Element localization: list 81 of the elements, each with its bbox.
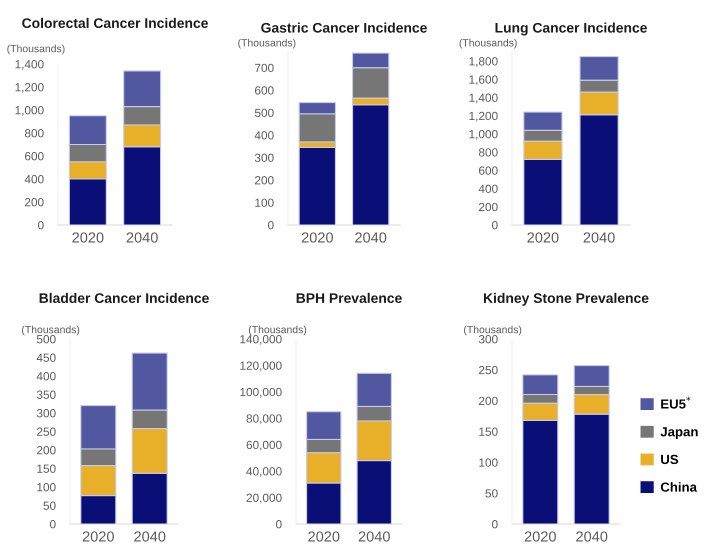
- x-tick-label: 2040: [355, 232, 386, 243]
- y-tick-label: 0: [50, 520, 56, 528]
- y-tick-label: 400: [254, 131, 274, 140]
- x-tick-label: 2020: [524, 531, 556, 542]
- y-tick-label: 600: [25, 152, 44, 160]
- y-axis-title: (Thousands): [248, 326, 306, 336]
- y-tick-label: 700: [255, 64, 274, 72]
- y-tick-label: 500: [254, 108, 274, 118]
- legend-label: EU5$^{*}$: [661, 396, 690, 409]
- y-tick-label: 300: [36, 409, 56, 418]
- y-tick-label: 400: [24, 175, 44, 184]
- y-tick-label: 1,000: [469, 130, 498, 140]
- x-tick-label: 2020: [308, 531, 340, 542]
- y-tick-label: 250: [479, 366, 498, 374]
- y-tick-label: 600: [255, 86, 274, 95]
- y-tick-label: 150: [479, 428, 498, 436]
- y-tick-label: 120,000: [240, 361, 282, 372]
- y-tick-label: 100: [255, 198, 274, 207]
- y-tick-label: 140,000: [240, 335, 282, 345]
- y-tick-label: 1,400: [15, 60, 44, 70]
- y-tick-label: 350: [36, 390, 56, 399]
- y-axis-title: (Thousands): [238, 38, 296, 49]
- y-tick-label: 1,200: [469, 112, 498, 122]
- chart-title: BPH Prevalence: [296, 292, 402, 304]
- y-tick-label: 400: [478, 184, 498, 193]
- y-tick-label: 80,000: [246, 414, 282, 424]
- y-tick-label: 1,200: [15, 83, 44, 93]
- y-tick-label: 20,000: [246, 494, 282, 504]
- x-tick-label: 2040: [576, 531, 608, 542]
- legend-label: US: [661, 454, 678, 464]
- y-tick-label: 400: [36, 372, 56, 380]
- chart-title: Bladder Cancer Incidence: [40, 292, 209, 304]
- legend-label: Japan: [660, 427, 698, 440]
- x-tick-label: 2040: [358, 531, 390, 542]
- y-tick-label: 250: [37, 428, 56, 436]
- y-tick-label: 0: [268, 221, 274, 230]
- x-tick-label: 2040: [584, 232, 615, 243]
- chart-title: Lung Cancer Incidence: [496, 22, 647, 36]
- x-tick-label: 2020: [527, 232, 559, 243]
- y-tick-label: 450: [36, 354, 56, 362]
- bar: [298, 146, 336, 225]
- y-tick-label: 300: [478, 335, 498, 344]
- y-tick-label: 600: [479, 166, 498, 175]
- y-tick-label: 200: [25, 198, 44, 206]
- x-tick-label: 2040: [126, 232, 158, 243]
- y-tick-label: 800: [24, 129, 44, 138]
- x-tick-label: 2020: [302, 232, 333, 243]
- y-tick-label: 0: [492, 221, 498, 230]
- y-tick-label: 1,400: [469, 94, 498, 104]
- x-tick-label: 2020: [72, 232, 104, 243]
- y-tick-label: 50: [43, 502, 56, 510]
- y-axis-title: (Thousands): [22, 326, 80, 336]
- y-tick-label: 200: [37, 446, 56, 454]
- chart-title: Gastric Cancer Incidence: [261, 22, 427, 33]
- y-tick-label: 300: [254, 154, 274, 162]
- y-tick-label: 100: [479, 458, 498, 467]
- chart-title: Kidney Stone Prevalence: [484, 292, 649, 306]
- y-tick-label: 1,800: [469, 57, 498, 67]
- y-tick-label: 200: [255, 176, 274, 184]
- y-tick-label: 40,000: [246, 467, 282, 477]
- legend-label: China: [660, 482, 698, 492]
- y-tick-label: 200: [479, 396, 498, 406]
- y-tick-label: 1,600: [469, 75, 498, 86]
- y-tick-label: 500: [36, 335, 56, 344]
- y-tick-label: 1,000: [15, 106, 44, 116]
- y-tick-label: 0: [38, 221, 44, 230]
- y-tick-label: 100: [37, 483, 56, 492]
- y-tick-label: 50: [485, 489, 498, 498]
- y-tick-label: 0: [276, 520, 282, 528]
- y-axis-title: (Thousands): [460, 38, 517, 49]
- x-tick-label: 2040: [134, 531, 166, 542]
- y-tick-label: 800: [478, 148, 498, 157]
- y-tick-label: 0: [492, 520, 498, 528]
- y-axis-title: (Thousands): [7, 44, 65, 54]
- y-tick-label: 150: [37, 464, 56, 473]
- y-tick-label: 100,000: [240, 388, 282, 398]
- chart-title: Colorectal Cancer Incidence: [22, 18, 208, 28]
- y-axis-title: (Thousands): [464, 326, 522, 336]
- y-tick-label: 60,000: [246, 440, 282, 451]
- y-tick-label: 200: [479, 202, 498, 212]
- x-tick-label: 2020: [82, 531, 114, 542]
